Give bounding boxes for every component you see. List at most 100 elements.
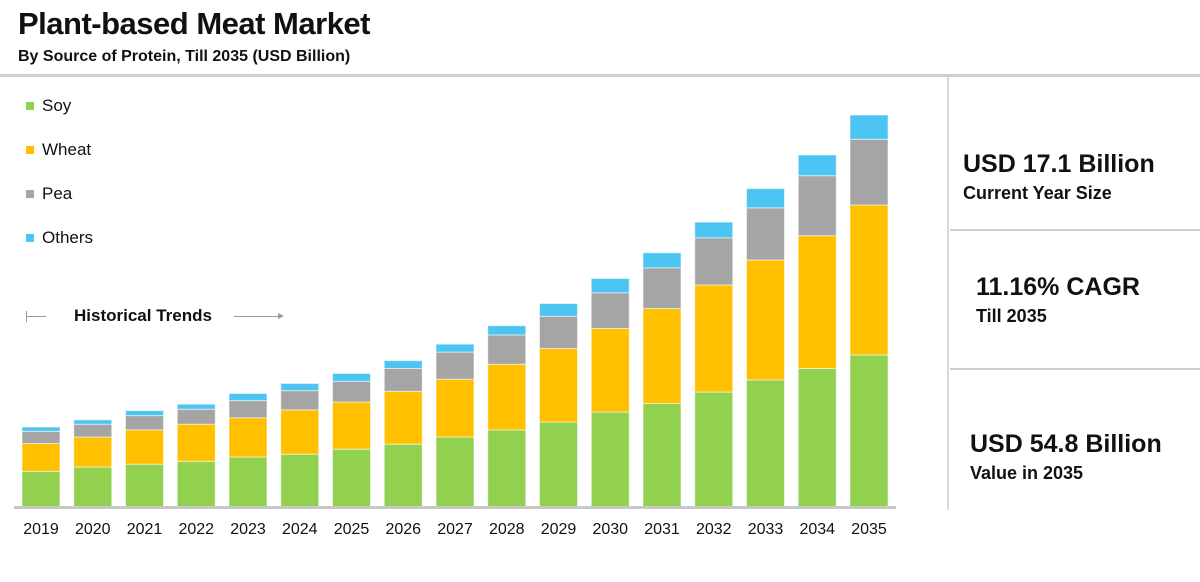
panel-divider [947,77,949,510]
bar-segment-soy-2026 [383,443,423,508]
bar-segment-wheat-2019 [21,442,61,472]
x-tick-label: 2028 [489,521,525,538]
bar-segment-soy-2029 [539,421,578,508]
bar-segment-others-2028 [487,325,527,336]
bar-segment-wheat-2031 [642,308,682,404]
x-tick-label: 2020 [75,521,111,538]
bar-segment-pea-2031 [642,267,682,310]
bar-segment-pea-2029 [539,315,578,349]
bar-segment-wheat-2021 [125,429,164,465]
bar-segment-pea-2020 [73,423,113,438]
x-tick-label: 2030 [592,521,628,538]
chart-subtitle: By Source of Protein, Till 2035 (USD Bil… [18,48,351,65]
bracket-line [26,310,46,322]
bar-segment-wheat-2025 [332,401,371,450]
bar-segment-pea-2025 [332,380,371,403]
stat-2035-value: USD 54.8 Billion Value in 2035 [970,430,1200,484]
stat-label: Till 2035 [976,306,1047,326]
bar-segment-others-2022 [176,403,216,410]
chart-title: Plant-based Meat Market [18,6,371,41]
bar-segment-wheat-2026 [383,390,423,445]
bar-segment-soy-2035 [849,354,889,508]
bar-segment-soy-2027 [435,436,475,508]
bar-segment-others-2027 [435,343,475,353]
arrow-right-icon [233,312,284,319]
bar-segment-soy-2019 [21,470,61,508]
legend-item-wheat: Wheat [26,140,93,184]
bar-segment-wheat-2024 [280,409,320,455]
x-tick-label: 2025 [334,521,370,538]
bar-segment-wheat-2032 [694,284,734,393]
x-tick-label: 2021 [127,521,163,538]
x-tick-label: 2024 [282,521,318,538]
bar-segment-wheat-2028 [487,363,527,431]
bar-segment-pea-2024 [280,390,320,411]
legend-label: Soy [42,96,72,115]
bar-segment-pea-2019 [21,430,61,444]
stat-label: Current Year Size [963,183,1112,203]
bar-segment-others-2034 [797,154,837,177]
bar-segment-wheat-2034 [797,235,837,369]
bar-segment-soy-2030 [590,411,630,508]
bar-segment-soy-2032 [694,391,734,508]
bar-segment-pea-2033 [746,207,785,261]
bar-segment-pea-2034 [797,175,837,237]
legend-item-others: Others [26,228,93,272]
historical-trends-label: Historical Trends [74,306,212,325]
historical-trends-annotation: Historical Trends [26,306,284,326]
bar-segment-pea-2021 [125,415,164,431]
stat-label: Value in 2035 [970,463,1084,483]
x-tick-label: 2019 [23,521,59,538]
bar-segment-pea-2023 [228,400,268,419]
bar-segment-others-2030 [590,278,630,294]
bar-segment-wheat-2030 [590,327,630,413]
x-tick-label: 2026 [385,521,421,538]
x-tick-label: 2034 [799,521,835,538]
bar-segment-others-2023 [228,392,268,402]
bar-segment-others-2024 [280,382,320,392]
bar-segment-wheat-2020 [73,436,113,468]
stat-value: USD 17.1 Billion [963,150,1155,178]
bar-segment-soy-2028 [487,429,527,508]
bar-segment-soy-2031 [642,402,682,508]
bar-segment-pea-2026 [383,367,423,392]
bar-segment-soy-2025 [332,448,371,508]
legend: Soy Wheat Pea Others [26,96,93,272]
stat-current-size: USD 17.1 Billion Current Year Size [963,150,1200,204]
x-tick-label: 2029 [541,521,577,538]
bar-segment-pea-2028 [487,334,527,365]
x-tick-label: 2032 [696,521,732,538]
bar-segment-wheat-2027 [435,378,475,438]
x-tick-label: 2033 [748,521,784,538]
stat-divider [950,229,1200,231]
legend-swatch [26,234,34,242]
legend-item-soy: Soy [26,96,93,140]
bar-segment-others-2026 [383,360,423,369]
bar-segment-soy-2020 [73,466,113,508]
stat-value: USD 54.8 Billion [970,430,1162,458]
bar-segment-soy-2024 [280,453,320,508]
bar-segment-others-2035 [849,114,889,140]
x-tick-label: 2035 [851,521,887,538]
header-divider [0,74,1200,77]
legend-label: Others [42,228,94,247]
bar-segment-others-2031 [642,252,682,269]
bar-segment-others-2025 [332,372,371,382]
bar-segment-pea-2032 [694,237,734,286]
legend-swatch [26,102,34,110]
bar-segment-others-2021 [125,410,164,417]
bar-segment-others-2020 [73,419,113,425]
bar-segment-others-2032 [694,221,734,239]
legend-swatch [26,190,34,198]
bar-segment-soy-2034 [797,367,837,508]
bar-segment-pea-2035 [849,138,889,206]
legend-swatch [26,146,34,154]
bar-segment-wheat-2022 [176,423,216,462]
bar-segment-others-2019 [21,426,61,432]
stacked-bar-chart: 2019 2020 2021 2022 2023 2024 2025 2026 2027 2028… [14,114,896,538]
x-tick-label: 2027 [437,521,473,538]
stat-cagr: 11.16% CAGR Till 2035 [976,273,1200,327]
legend-item-pea: Pea [26,184,93,228]
bar-segment-pea-2027 [435,351,475,380]
x-tick-label: 2031 [644,521,680,538]
